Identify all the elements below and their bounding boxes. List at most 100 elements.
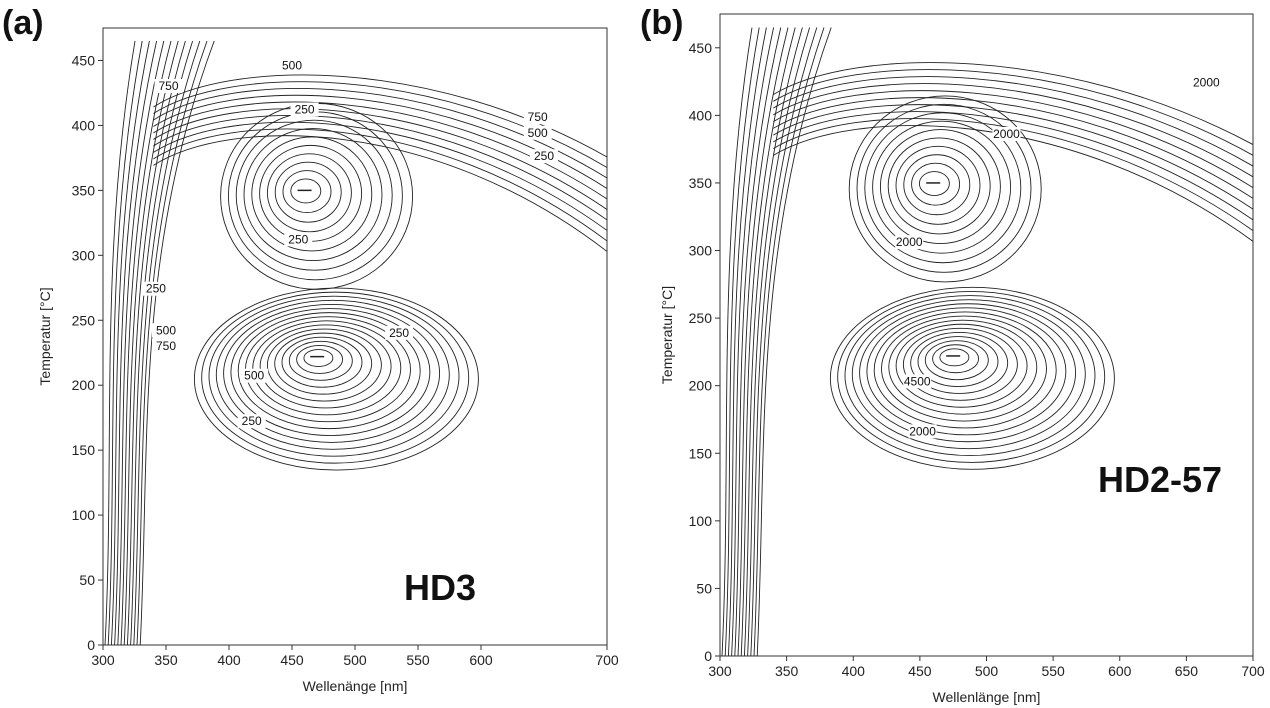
y-tick-label: 50	[696, 580, 712, 596]
contour-ring	[266, 328, 382, 402]
panel-letter-b: (b)	[640, 4, 684, 42]
contour-ring	[303, 349, 334, 367]
contour-ring	[851, 299, 1086, 450]
contour-line	[747, 27, 811, 657]
contour-line	[773, 90, 1254, 188]
contour-line	[773, 69, 1254, 156]
contour-ring	[223, 303, 441, 443]
contour-ring	[911, 162, 961, 206]
contour-ring	[895, 323, 1028, 408]
contour-ring	[230, 308, 431, 436]
y-tick-label: 350	[72, 182, 96, 198]
y-tick-label: 400	[689, 107, 713, 123]
contour-label: 2000	[1193, 76, 1220, 90]
y-tick-label: 250	[689, 310, 713, 326]
contour-line	[136, 40, 208, 646]
contour-ring	[201, 291, 470, 464]
contour-ring	[220, 102, 414, 290]
y-tick-label: 200	[689, 378, 713, 394]
contour-label-bg	[385, 325, 414, 340]
contour-line	[750, 27, 818, 657]
x-tick-label: 550	[1041, 663, 1065, 679]
contour-line	[753, 27, 825, 657]
x-tick-label: 700	[1241, 663, 1265, 679]
contour-line	[727, 27, 767, 657]
sample-label: HD3	[404, 567, 476, 608]
contour-ring	[873, 311, 1057, 429]
x-tick-label: 450	[908, 663, 932, 679]
contour-ring	[252, 320, 402, 416]
x-tick-label: 300	[708, 663, 732, 679]
contour-label-bg	[284, 232, 313, 247]
contour-ring	[859, 303, 1077, 443]
x-tick-label: 450	[280, 652, 304, 668]
contour-ring	[895, 145, 981, 225]
contour-ring	[266, 153, 352, 233]
contour-label: 4500	[904, 374, 931, 388]
x-tick-label: 350	[775, 663, 799, 679]
contour-line	[153, 94, 608, 189]
contour-ring	[888, 319, 1038, 415]
x-axis-label: Wellenänge [nm]	[303, 678, 408, 694]
contour-label: 250	[534, 149, 554, 163]
contour-label: 500	[156, 323, 176, 337]
contour-line	[130, 40, 194, 646]
y-tick-label: 200	[72, 377, 96, 393]
contour-label-bg	[895, 235, 924, 250]
y-tick-label: 50	[79, 572, 95, 588]
contour-ring	[910, 331, 1009, 394]
x-tick-label: 300	[91, 652, 115, 668]
contour-label: 250	[242, 414, 262, 428]
contour-ring	[939, 348, 970, 367]
contour-plot-b: 300 350 400 450 500 550 600 650 700 0 50 100 150 200 2…	[659, 13, 1265, 705]
contour-line	[104, 40, 136, 646]
contour-label: 2000	[993, 127, 1020, 141]
contour-ring	[296, 344, 344, 374]
y-tick-label: 100	[689, 513, 713, 529]
contour-line	[107, 40, 143, 646]
y-tick-label: 400	[72, 117, 96, 133]
contour-line	[139, 40, 215, 646]
contour-line	[756, 27, 832, 657]
contour-line	[773, 111, 1254, 221]
y-tick-label: 0	[704, 648, 712, 664]
contour-label: 750	[156, 339, 176, 353]
contour-line	[743, 27, 803, 657]
y-tick-label: 250	[72, 312, 96, 328]
contour-line	[773, 62, 1254, 145]
y-tick-label: 100	[72, 507, 96, 523]
contour-label: 500	[528, 126, 548, 140]
contour-ring	[872, 120, 1012, 254]
contour-ring	[288, 340, 353, 381]
x-tick-label: 400	[842, 663, 866, 679]
contour-label: 250	[295, 102, 315, 116]
contour-label-bg	[992, 126, 1021, 141]
contour-label-bg	[152, 323, 180, 338]
contour-ring	[235, 119, 393, 271]
contour-label-bg	[1192, 75, 1221, 90]
contour-ring	[918, 171, 950, 196]
contour-line	[126, 40, 186, 646]
contour-label-bg	[903, 374, 932, 389]
contour-label: 2000	[909, 424, 936, 438]
contour-label: 250	[288, 232, 308, 246]
contour-label-bg	[278, 58, 306, 73]
contour-label-bg	[523, 125, 552, 140]
x-axis-label: Wellenlänge [nm]	[933, 689, 1041, 705]
contour-plot-a: 300 350 400 450 500 550 600 700 0 50 100 150 200 250 3…	[37, 27, 619, 694]
contour-ring	[848, 95, 1042, 283]
contour-ring	[879, 129, 1001, 244]
contour-label-bg	[908, 424, 937, 439]
contour-line	[133, 40, 201, 646]
contour-line	[153, 108, 608, 210]
contour-line	[153, 135, 608, 252]
x-tick-label: 550	[406, 652, 430, 668]
contour-line	[731, 27, 775, 657]
contour-label: 2000	[896, 235, 923, 249]
contour-line	[773, 76, 1254, 167]
y-tick-label: 300	[72, 247, 96, 263]
y-axis-label: Temperatur [°C]	[37, 287, 53, 385]
y-tick-label: 350	[689, 175, 713, 191]
y-tick-label: 300	[689, 243, 713, 259]
contour-label-bg	[290, 102, 319, 117]
